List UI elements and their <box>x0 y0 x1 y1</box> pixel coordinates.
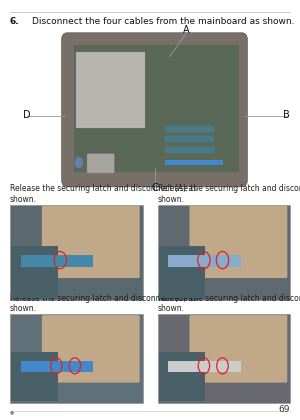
Text: D: D <box>23 110 31 121</box>
Bar <box>159 207 289 298</box>
FancyBboxPatch shape <box>190 206 287 278</box>
Bar <box>165 160 223 165</box>
Bar <box>159 352 206 401</box>
Bar <box>11 207 141 298</box>
FancyBboxPatch shape <box>190 315 287 383</box>
Text: 69: 69 <box>279 405 290 414</box>
Text: C: C <box>151 183 158 193</box>
Text: Release the securing latch and disconnect (C) as
shown.: Release the securing latch and disconnec… <box>10 294 197 313</box>
Bar <box>20 255 93 267</box>
FancyBboxPatch shape <box>87 154 114 173</box>
FancyBboxPatch shape <box>42 206 140 278</box>
FancyBboxPatch shape <box>61 33 248 187</box>
Bar <box>11 246 58 298</box>
Bar <box>11 316 141 401</box>
Text: Release the securing latch and disconnect (A) as
shown.: Release the securing latch and disconnec… <box>10 184 197 204</box>
Text: 6.: 6. <box>10 17 20 26</box>
Text: B: B <box>283 110 290 121</box>
Circle shape <box>75 158 82 168</box>
Bar <box>165 126 214 132</box>
Bar <box>159 316 289 401</box>
Bar <box>159 246 206 298</box>
Text: Release the securing latch and disconnect (B) as
shown.: Release the securing latch and disconnec… <box>158 184 300 204</box>
Bar <box>165 147 214 153</box>
Bar <box>168 361 241 372</box>
Bar <box>10 205 142 300</box>
Bar <box>158 205 290 300</box>
Text: ●: ● <box>10 409 14 414</box>
Bar <box>11 352 58 401</box>
Bar <box>20 361 93 372</box>
Text: A: A <box>183 25 189 35</box>
Bar <box>74 45 239 172</box>
Bar <box>158 314 290 403</box>
Text: Release the securing latch and disconnect (D) as
shown.: Release the securing latch and disconnec… <box>158 294 300 313</box>
Bar <box>165 136 214 142</box>
FancyBboxPatch shape <box>42 315 140 383</box>
Bar <box>64 37 244 183</box>
Bar <box>76 52 145 128</box>
Bar <box>10 314 142 403</box>
Text: Disconnect the four cables from the mainboard as shown.: Disconnect the four cables from the main… <box>32 17 294 26</box>
Bar <box>168 255 241 267</box>
